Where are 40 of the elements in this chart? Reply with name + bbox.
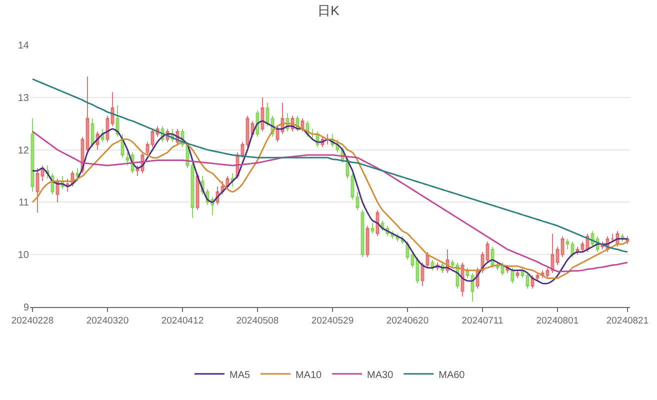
- candlestick: [580, 241, 584, 252]
- candlestick: [516, 270, 520, 279]
- candlestick: [190, 162, 194, 218]
- candlestick: [370, 222, 374, 234]
- chart-title: 日K: [318, 3, 340, 18]
- candlestick: [610, 233, 614, 242]
- candlestick: [126, 152, 130, 166]
- legend-label: MA5: [230, 370, 250, 381]
- y-tick-label: 13: [18, 92, 30, 104]
- x-tick-label: 20240508: [236, 315, 279, 326]
- candlestick: [470, 272, 474, 302]
- candlestick: [356, 191, 360, 211]
- y-tick-label: 9: [23, 302, 30, 314]
- x-tick-label: 20240711: [462, 315, 504, 326]
- x-tick-label: 20240412: [161, 315, 204, 326]
- candlestick: [550, 233, 554, 274]
- candlestick: [146, 141, 150, 156]
- x-tick-label: 20240320: [86, 315, 129, 326]
- y-tick-label: 11: [18, 198, 30, 209]
- x-tick-label: 20240620: [386, 315, 429, 326]
- candlestick: [30, 118, 34, 192]
- legend-label: MA10: [296, 370, 322, 381]
- candlestick: [546, 267, 550, 279]
- candlestick: [110, 92, 114, 127]
- candlestick: [450, 259, 454, 268]
- x-tick-label: 20240228: [11, 315, 54, 326]
- candlestick: [36, 168, 40, 214]
- y-tick-label: 10: [18, 250, 30, 262]
- line-series: [32, 78, 628, 253]
- candlestick: [86, 76, 90, 153]
- y-tick-label: 14: [18, 40, 30, 52]
- legend-label: MA60: [438, 370, 466, 381]
- y-tick-label: 12: [18, 145, 30, 156]
- x-tick-label: 20240801: [536, 315, 579, 326]
- x-tick-label: 20240821: [606, 315, 649, 326]
- candlestick: [556, 246, 560, 266]
- candlestick: [566, 238, 570, 250]
- candlestick: [76, 168, 80, 182]
- x-tick-label: 20240529: [311, 315, 354, 326]
- legend-label: MA30: [367, 370, 394, 381]
